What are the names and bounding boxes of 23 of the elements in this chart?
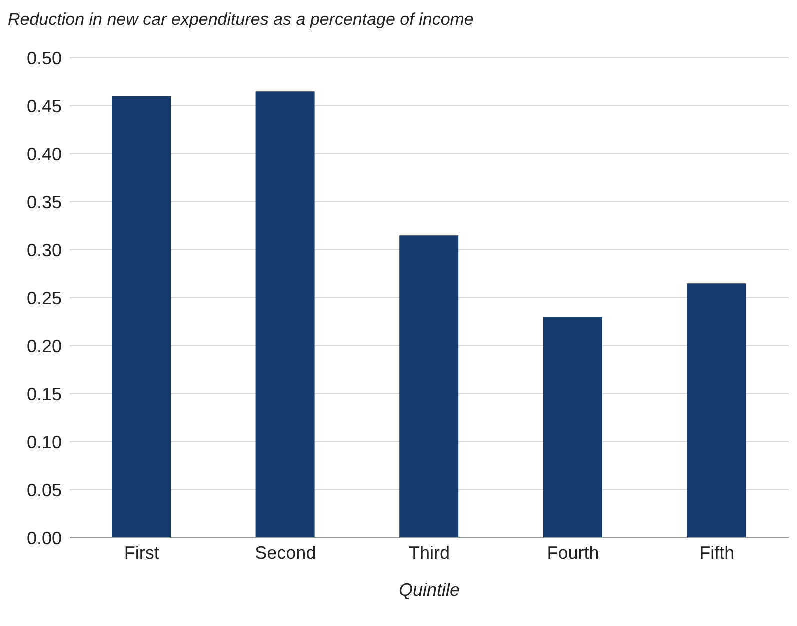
y-tick-label: 0.00 — [26, 528, 62, 548]
x-tick-label: Third — [408, 542, 450, 563]
y-tick-label: 0.45 — [26, 96, 62, 116]
bar — [400, 236, 459, 538]
y-tick-label: 0.25 — [26, 288, 62, 308]
y-tick-label: 0.30 — [26, 240, 62, 260]
y-tick-label: 0.20 — [26, 336, 62, 356]
x-tick-label: Fifth — [700, 542, 735, 563]
x-axis-title: Quintile — [398, 580, 460, 600]
bar — [687, 284, 746, 538]
x-tick-label: First — [124, 542, 160, 563]
y-tick-label: 0.50 — [26, 48, 62, 68]
chart-title: Reduction in new car expenditures as a percentage of income — [8, 10, 474, 30]
y-tick-label: 0.10 — [26, 432, 62, 452]
x-tick-label: Fourth — [547, 542, 600, 563]
bar — [256, 92, 315, 538]
bar — [112, 96, 171, 538]
y-tick-label: 0.40 — [26, 144, 62, 164]
y-tick-label: 0.15 — [26, 384, 62, 404]
y-tick-label: 0.35 — [26, 192, 62, 212]
bar — [543, 317, 602, 538]
y-tick-label: 0.05 — [26, 480, 62, 500]
x-tick-label: Second — [255, 542, 316, 563]
